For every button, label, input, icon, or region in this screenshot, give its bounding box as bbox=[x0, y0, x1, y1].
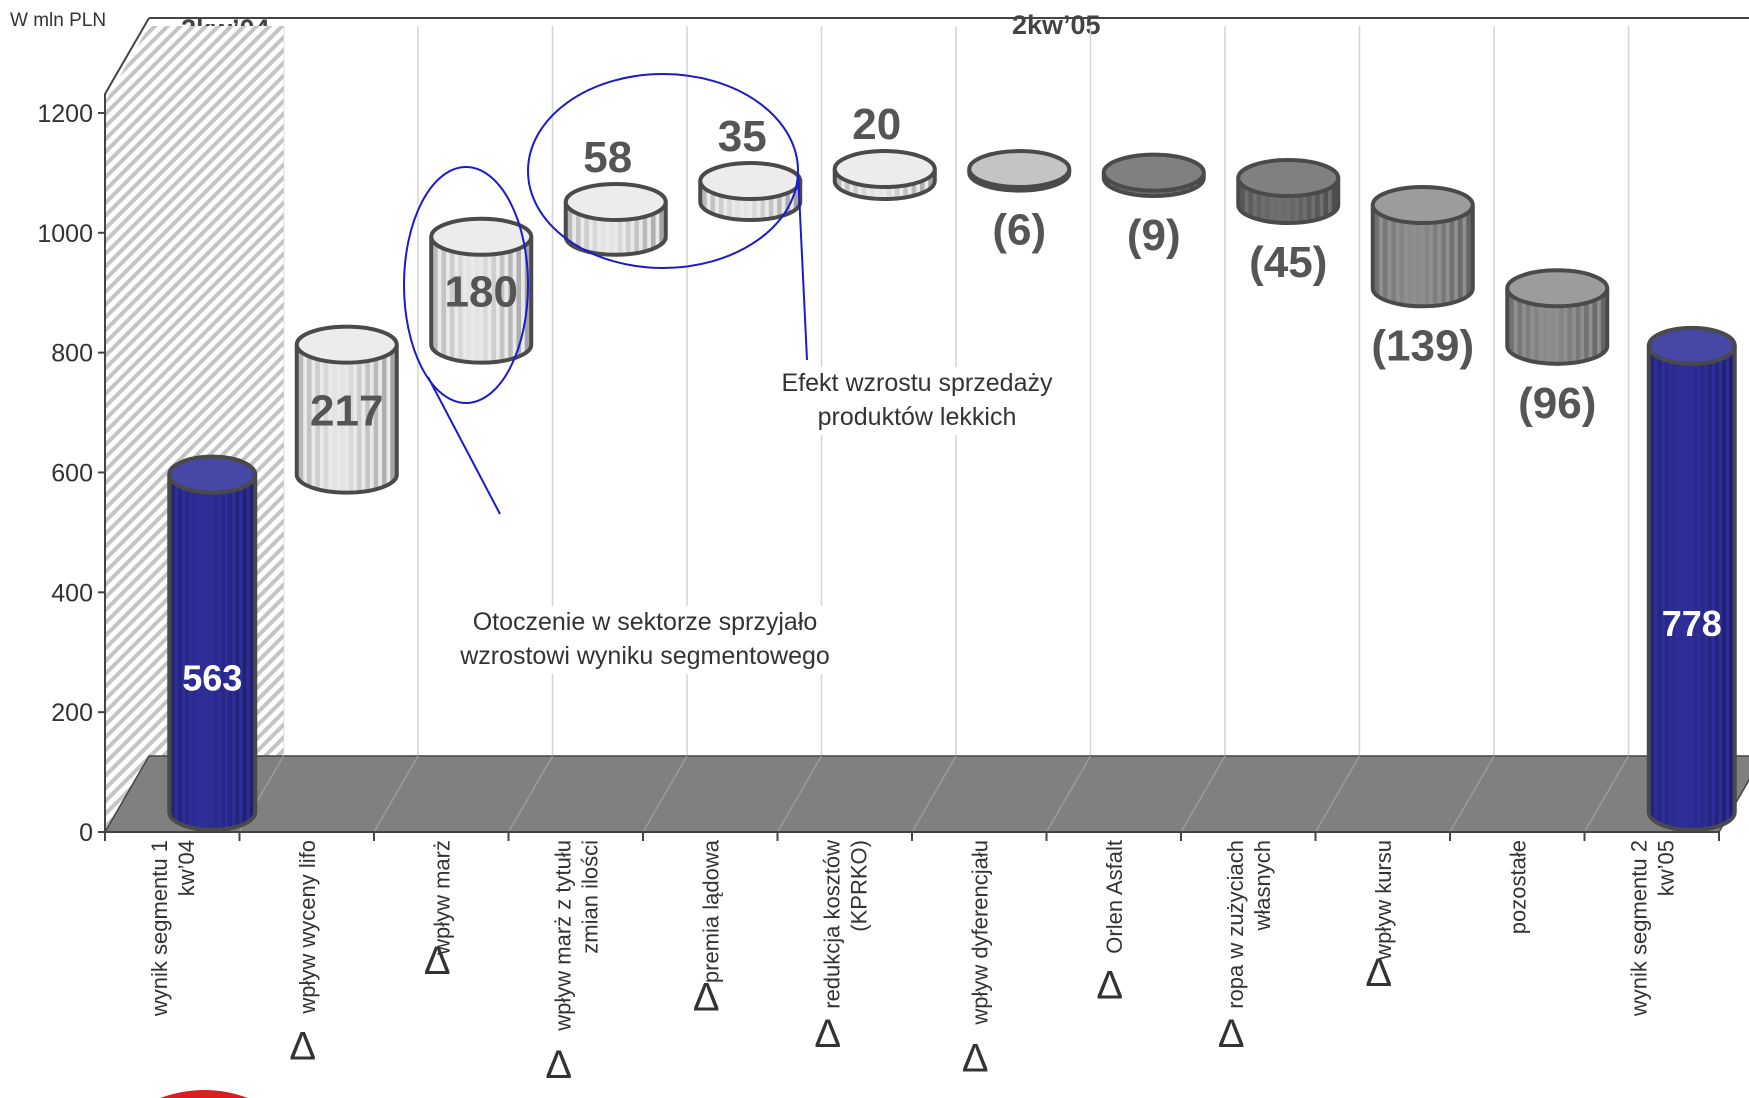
y-tick-label: 400 bbox=[51, 579, 93, 607]
value-label-10: (96) bbox=[1518, 379, 1596, 428]
annotation-leader-light-products bbox=[797, 171, 808, 361]
x-tick-label-2: wpływ marż bbox=[429, 840, 454, 956]
x-tick-label-7: Orlen Asfalt bbox=[1102, 840, 1127, 954]
x-tick-label-8: ropa w zużyciachwłasnych bbox=[1223, 840, 1275, 1009]
bar-4 bbox=[698, 161, 803, 222]
x-tick-label-1: wpływ wyceny lifo bbox=[295, 840, 320, 1015]
floor-divider bbox=[1180, 755, 1226, 833]
annotation-ellipse-light-products bbox=[527, 73, 799, 269]
floor-divider bbox=[1045, 755, 1092, 833]
bar-5 bbox=[832, 149, 937, 202]
x-tick-label-10: pozostałe bbox=[1505, 840, 1530, 934]
y-tick-label: 1000 bbox=[37, 220, 93, 248]
y-tick-label: 1200 bbox=[37, 100, 93, 128]
floor-divider bbox=[373, 755, 419, 833]
value-label-2: 180 bbox=[445, 268, 518, 317]
floor-divider bbox=[776, 755, 823, 833]
bar-3 bbox=[563, 182, 668, 257]
period-label-2kw05: 2kw’05 bbox=[1012, 10, 1101, 40]
unit-label: W mln PLN bbox=[10, 10, 107, 31]
floor-divider bbox=[1314, 755, 1361, 833]
y-tick-label: 200 bbox=[51, 699, 93, 727]
bar-1 bbox=[294, 324, 399, 495]
value-label-7: (9) bbox=[1127, 211, 1181, 260]
y-tick-label: 600 bbox=[51, 459, 93, 487]
annotation-sector-environment: Otoczenie w sektorze sprzyjało wzrostowi… bbox=[450, 606, 840, 674]
value-label-1: 217 bbox=[310, 387, 383, 436]
delta-marker-1: ∆ bbox=[291, 1024, 316, 1068]
x-tick-label-5: redukcja kosztów(KPRKO) bbox=[819, 840, 871, 1009]
floor-divider bbox=[507, 755, 554, 833]
floor-divider bbox=[642, 755, 688, 833]
bar-10 bbox=[1505, 268, 1610, 366]
floor-divider bbox=[911, 755, 957, 833]
y-tick-label: 800 bbox=[51, 340, 93, 368]
annotation-light-products: Efekt wzrostu sprzedaży produktów lekkic… bbox=[752, 367, 1082, 435]
delta-marker-2: ∆ bbox=[425, 939, 450, 983]
x-tick-label-4: premia lądowa bbox=[698, 839, 723, 983]
x-tick-label-0: wynik segmentu 1kw’04 bbox=[147, 840, 199, 1017]
bar-6 bbox=[967, 149, 1072, 193]
x-tick-label-11: wynik segmentu 2kw’05 bbox=[1626, 840, 1678, 1017]
floor-divider bbox=[1583, 755, 1630, 833]
y-tick-label: 0 bbox=[79, 819, 93, 847]
value-label-5: 20 bbox=[852, 100, 901, 149]
chart-floor bbox=[103, 755, 1749, 833]
value-label-11: 778 bbox=[1662, 603, 1722, 644]
floor-divider bbox=[1449, 755, 1495, 833]
bar-0 bbox=[167, 454, 258, 832]
delta-marker-3: ∆ bbox=[547, 1043, 572, 1087]
bar-7 bbox=[1101, 152, 1206, 199]
delta-marker-5: ∆ bbox=[816, 1012, 841, 1056]
delta-marker-9: ∆ bbox=[1367, 951, 1392, 995]
value-label-6: (6) bbox=[992, 206, 1046, 255]
delta-marker-6: ∆ bbox=[963, 1037, 988, 1081]
value-label-4: 35 bbox=[718, 112, 767, 161]
bar-8 bbox=[1236, 158, 1341, 225]
annotation-ellipse-margins bbox=[403, 166, 529, 404]
bar-9 bbox=[1370, 185, 1475, 309]
annotation-leader-margins bbox=[427, 376, 501, 515]
x-tick-label-6: wpływ dyferencjału bbox=[967, 840, 992, 1026]
delta-marker-8: ∆ bbox=[1219, 1012, 1244, 1056]
delta-marker-4: ∆ bbox=[694, 976, 719, 1020]
delta-marker-7: ∆ bbox=[1098, 963, 1123, 1007]
bar-11 bbox=[1646, 325, 1737, 832]
value-label-8: (45) bbox=[1249, 238, 1327, 287]
red-corner-shape bbox=[160, 1090, 248, 1098]
value-label-3: 58 bbox=[583, 133, 632, 182]
x-tick-label-3: wpływ marż z tytułuzmian ilości bbox=[550, 840, 602, 1032]
value-label-0: 563 bbox=[182, 657, 242, 698]
x-tick-label-9: wpływ kursu bbox=[1371, 840, 1396, 961]
value-label-9: (139) bbox=[1371, 321, 1474, 370]
